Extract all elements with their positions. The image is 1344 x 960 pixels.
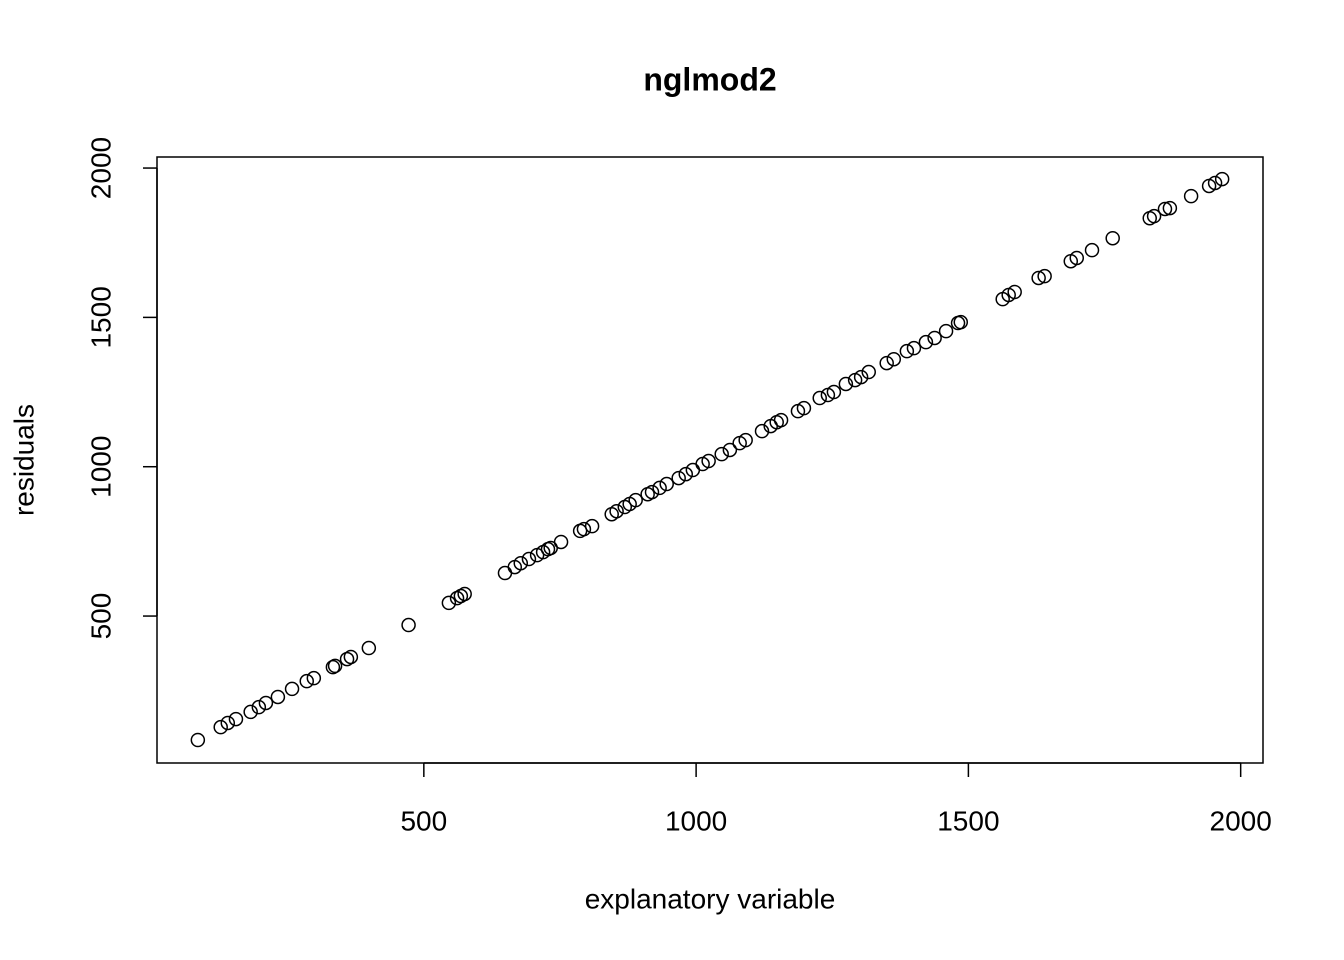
x-tick-label: 2000 [1210,805,1272,836]
point [1183,188,1199,204]
point [1031,270,1046,286]
point [361,640,377,656]
point [722,442,738,458]
point [1069,250,1085,266]
point [1105,230,1120,246]
point [513,555,529,571]
point [879,355,894,371]
point [1037,268,1052,284]
point [213,719,228,735]
point [251,699,267,715]
x-axis-label: explanatory variable [585,883,836,914]
plot-box [156,156,1264,764]
point [796,400,812,416]
point [190,732,206,748]
point [853,369,869,385]
point [284,681,300,697]
point [1214,171,1230,187]
point [228,711,244,727]
point [327,658,343,674]
point [714,446,729,462]
point [652,480,667,496]
point [754,423,770,439]
point [644,484,660,500]
point [604,506,619,522]
y-tick-label: 1000 [85,436,116,498]
point [659,476,674,492]
y-axis-label: residuals [8,404,39,516]
point [220,715,236,731]
point [1007,284,1022,300]
y-tick-label: 2000 [85,137,116,199]
point [927,330,942,346]
point [701,453,716,469]
point [441,595,457,611]
point [243,704,258,720]
point [1157,201,1173,217]
point [609,503,624,519]
chart-title: nglmod2 [643,61,776,97]
point [678,466,694,482]
point [773,412,789,428]
point [325,659,341,675]
point [906,340,922,356]
point [553,534,569,550]
point [457,586,472,602]
point [258,695,274,711]
point [628,492,643,508]
point [521,551,537,567]
point [812,390,827,406]
y-tick-label: 1500 [85,286,116,348]
x-tick-label: 500 [400,805,447,836]
point [861,364,876,380]
point [1207,175,1223,191]
point [738,432,753,448]
point [918,334,934,350]
point [1084,242,1100,258]
point [401,617,416,633]
x-tick-label: 1000 [665,805,727,836]
point [938,323,954,339]
point [497,565,513,581]
point [306,670,322,686]
point [671,470,686,486]
point [299,673,315,689]
point [953,314,969,330]
point [270,689,286,705]
x-tick-label: 1500 [937,805,999,836]
point [576,521,592,537]
point [886,351,902,367]
point [826,384,842,400]
point [838,376,854,392]
point [1146,208,1162,224]
y-tick-label: 500 [85,593,116,640]
point [1162,200,1178,216]
point [343,649,359,665]
point [899,343,915,359]
point [584,518,600,534]
